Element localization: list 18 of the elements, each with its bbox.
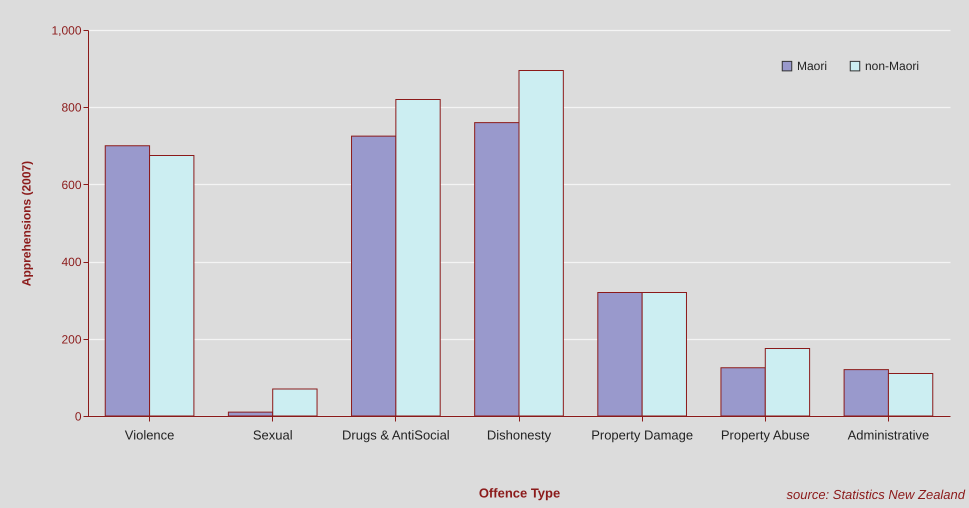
y-tick-label: 200 — [61, 332, 82, 346]
x-tick-label: Administrative — [848, 428, 930, 442]
x-tick-label: Sexual — [252, 428, 293, 442]
x-tick-label: Drugs & AntiSocial — [342, 428, 450, 442]
x-tick-label: Dishonesty — [486, 428, 552, 442]
source-note: source: Statistics New Zealand — [786, 487, 965, 502]
y-tick-label: 0 — [74, 410, 82, 424]
x-axis-title: Offence Type — [478, 486, 560, 500]
x-tick-label: Property Abuse — [720, 428, 810, 442]
y-tick-label: 1,000 — [51, 24, 82, 38]
y-axis-title: Apprehensions (2007) — [19, 160, 34, 286]
x-tick-label: Violence — [124, 428, 174, 442]
y-tick-label: 400 — [61, 255, 82, 270]
y-tick-label: 800 — [61, 100, 82, 115]
legend-label: Maori — [797, 59, 828, 74]
y-tick-label: 600 — [61, 178, 82, 192]
legend-label: non-Maori — [865, 59, 920, 74]
x-tick-label: Property Damage — [591, 428, 694, 442]
